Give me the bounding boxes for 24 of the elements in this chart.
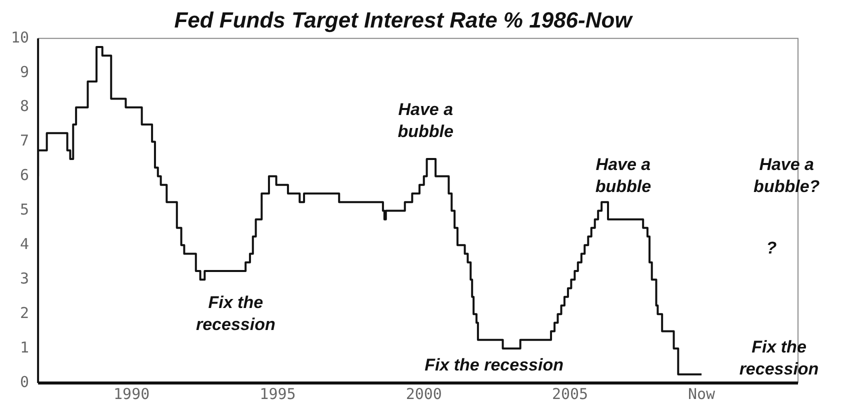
annotation: Fix the recession: [196, 292, 276, 334]
annotation: Have a bubble?: [754, 154, 820, 196]
chart-title: Fed Funds Target Interest Rate % 1986-Now: [174, 7, 634, 32]
y-tick-label: 0: [20, 372, 30, 391]
annotation: Fix the recession: [739, 338, 819, 379]
annotation: Fix the recession: [424, 355, 564, 374]
x-tick-label: 2000: [406, 384, 442, 403]
annotation: Have a bubble: [595, 154, 652, 196]
y-tick-label: 4: [20, 235, 30, 254]
y-tick-label: 10: [11, 28, 30, 46]
y-tick-label: 7: [20, 132, 30, 150]
y-tick-label: 1: [20, 338, 30, 356]
x-tick-label: 1990: [114, 384, 150, 403]
y-tick-label: 9: [20, 62, 30, 81]
y-tick-label: 3: [20, 270, 30, 288]
y-tick-label: 6: [20, 166, 30, 184]
x-tick-label: Now: [688, 384, 716, 403]
annotation: ?: [766, 238, 778, 258]
x-tick-label: 2005: [552, 384, 588, 403]
x-tick-label: 1995: [260, 384, 296, 403]
annotation: Have a bubble: [398, 100, 454, 141]
y-tick-label: 8: [20, 97, 30, 116]
y-tick-label: 5: [20, 200, 30, 219]
y-tick-label: 2: [20, 304, 30, 322]
